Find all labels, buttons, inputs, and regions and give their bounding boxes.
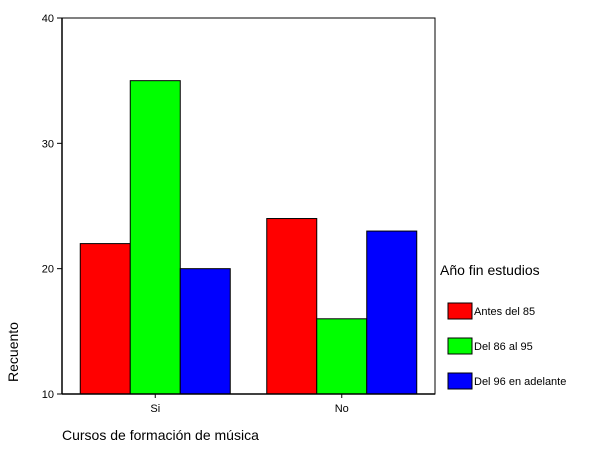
legend-swatch-2 [447, 372, 473, 390]
bar-1-1 [316, 318, 368, 395]
y-axis-title: Recuento [5, 322, 21, 382]
legend-swatch-0 [447, 302, 473, 320]
legend: Antes del 85 Del 86 al 95 Del 96 en adelan… [447, 302, 566, 390]
y-tick-label: 30 [42, 138, 54, 150]
bar-group [79, 80, 418, 395]
bar-0-1 [129, 80, 181, 395]
legend-label-1: Del 86 al 95 [474, 341, 533, 353]
y-tick-label: 10 [42, 389, 54, 401]
bar-1-0 [266, 218, 318, 395]
legend-swatch-1 [447, 337, 473, 355]
legend-title: Año fin estudios [440, 262, 540, 278]
x-axis-ticks: Si No [150, 394, 349, 415]
bar-0-2 [179, 268, 231, 395]
x-tick-label: Si [150, 403, 160, 415]
legend-label-2: Del 96 en adelante [474, 376, 566, 388]
x-tick-label: No [335, 403, 349, 415]
bar-0-0 [79, 243, 131, 395]
x-axis-title: Cursos de formación de música [62, 427, 259, 443]
y-tick-label: 40 [42, 13, 54, 25]
bar-1-2 [366, 230, 418, 395]
y-axis-ticks: 10 20 30 40 [42, 13, 62, 401]
legend-label-0: Antes del 85 [474, 306, 535, 318]
y-tick-label: 20 [42, 264, 54, 276]
